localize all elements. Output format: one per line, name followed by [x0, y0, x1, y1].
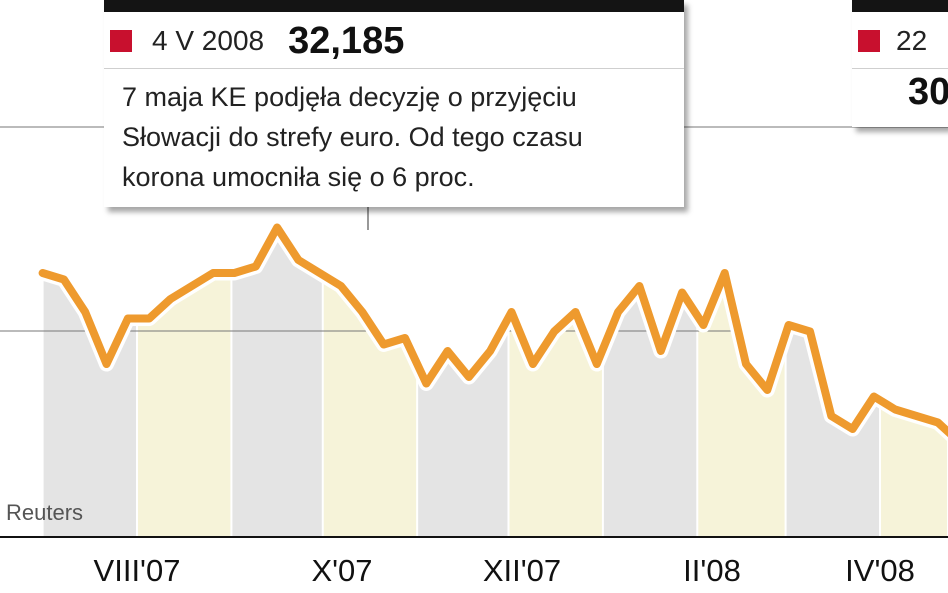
- data-point: [446, 349, 450, 353]
- data-point: [360, 310, 364, 314]
- data-point: [275, 226, 279, 229]
- data-point: [126, 317, 130, 320]
- data-point: [936, 421, 940, 424]
- data-point: [339, 284, 343, 288]
- data-point: [105, 362, 108, 366]
- data-point: [829, 414, 833, 418]
- data-point: [211, 271, 215, 275]
- data-point: [616, 310, 620, 314]
- data-point: [382, 343, 386, 346]
- data-point: [765, 388, 769, 392]
- data-point: [318, 271, 322, 275]
- callout-header-bar: [852, 0, 948, 12]
- annotation-date: 22: [896, 25, 928, 56]
- x-tick-label: II'08: [683, 553, 741, 588]
- series-line: [38, 220, 948, 442]
- data-point: [232, 271, 236, 275]
- data-point: [467, 375, 471, 379]
- data-point: [851, 427, 855, 431]
- data-point: [659, 349, 663, 353]
- data-point: [488, 349, 492, 353]
- data-point: [403, 336, 407, 340]
- data-point: [808, 330, 812, 333]
- source-label: Reuters: [6, 500, 84, 525]
- month-band: [232, 240, 322, 537]
- annotation-value: 32,185: [288, 19, 405, 62]
- data-point: [424, 382, 428, 385]
- annotation-date: 4 V 2008: [152, 25, 265, 56]
- data-point: [893, 408, 897, 411]
- red-square-marker: [858, 30, 880, 52]
- data-point: [872, 395, 876, 398]
- data-point: [701, 323, 705, 327]
- data-point: [723, 271, 727, 275]
- annotation-value: 30: [908, 71, 948, 113]
- data-point: [744, 362, 748, 366]
- data-point: [296, 258, 300, 262]
- data-point: [552, 330, 556, 333]
- data-point: [637, 284, 641, 288]
- data-point: [169, 297, 172, 301]
- data-point: [190, 284, 194, 288]
- annotation-text-line: korona umocniła się o 6 proc.: [122, 162, 475, 192]
- x-tick-label: IV'08: [845, 553, 915, 588]
- data-point: [147, 317, 151, 320]
- x-tick-label: X'07: [311, 553, 373, 588]
- x-tick-label: VIII'07: [93, 553, 181, 588]
- data-point: [787, 323, 791, 327]
- data-point: [254, 265, 258, 268]
- data-point: [574, 310, 577, 314]
- annotation-callout-2: 22 30: [852, 0, 948, 127]
- data-point: [83, 310, 87, 314]
- annotation-text-line: 7 maja KE podjęła decyzję o przyjęciu: [122, 82, 577, 112]
- callout-header-bar: [104, 0, 684, 12]
- data-point: [510, 310, 513, 314]
- data-point: [680, 291, 684, 294]
- data-point: [915, 414, 918, 418]
- annotation-text-line: Słowacji do strefy euro. Od tego czasu: [122, 122, 583, 152]
- data-point: [595, 362, 599, 366]
- data-point: [531, 362, 535, 366]
- data-point: [62, 278, 66, 281]
- annotation-callout-1: 4 V 2008 32,185 7 maja KE podjęła decyzj…: [104, 0, 684, 207]
- red-square-marker: [110, 30, 132, 52]
- x-tick-label: XII'07: [482, 553, 562, 588]
- data-point: [41, 271, 45, 275]
